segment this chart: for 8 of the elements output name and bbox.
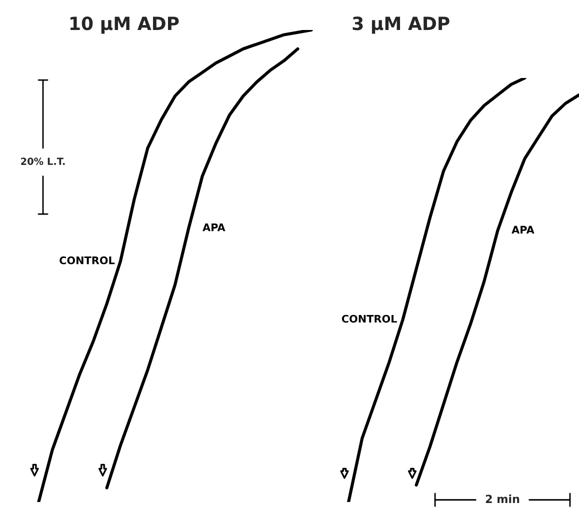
annotation: 2 min [486, 494, 520, 503]
chart-title: 3 μM ADP [352, 16, 450, 34]
series-label: CONTROL [342, 314, 397, 323]
series-label: APA [202, 224, 226, 232]
series-label: APA [512, 226, 534, 234]
series-label: CONTROL [60, 256, 115, 264]
annotation: 20% L.T. [21, 158, 65, 165]
chart-title: 10 μM ADP [70, 16, 179, 34]
